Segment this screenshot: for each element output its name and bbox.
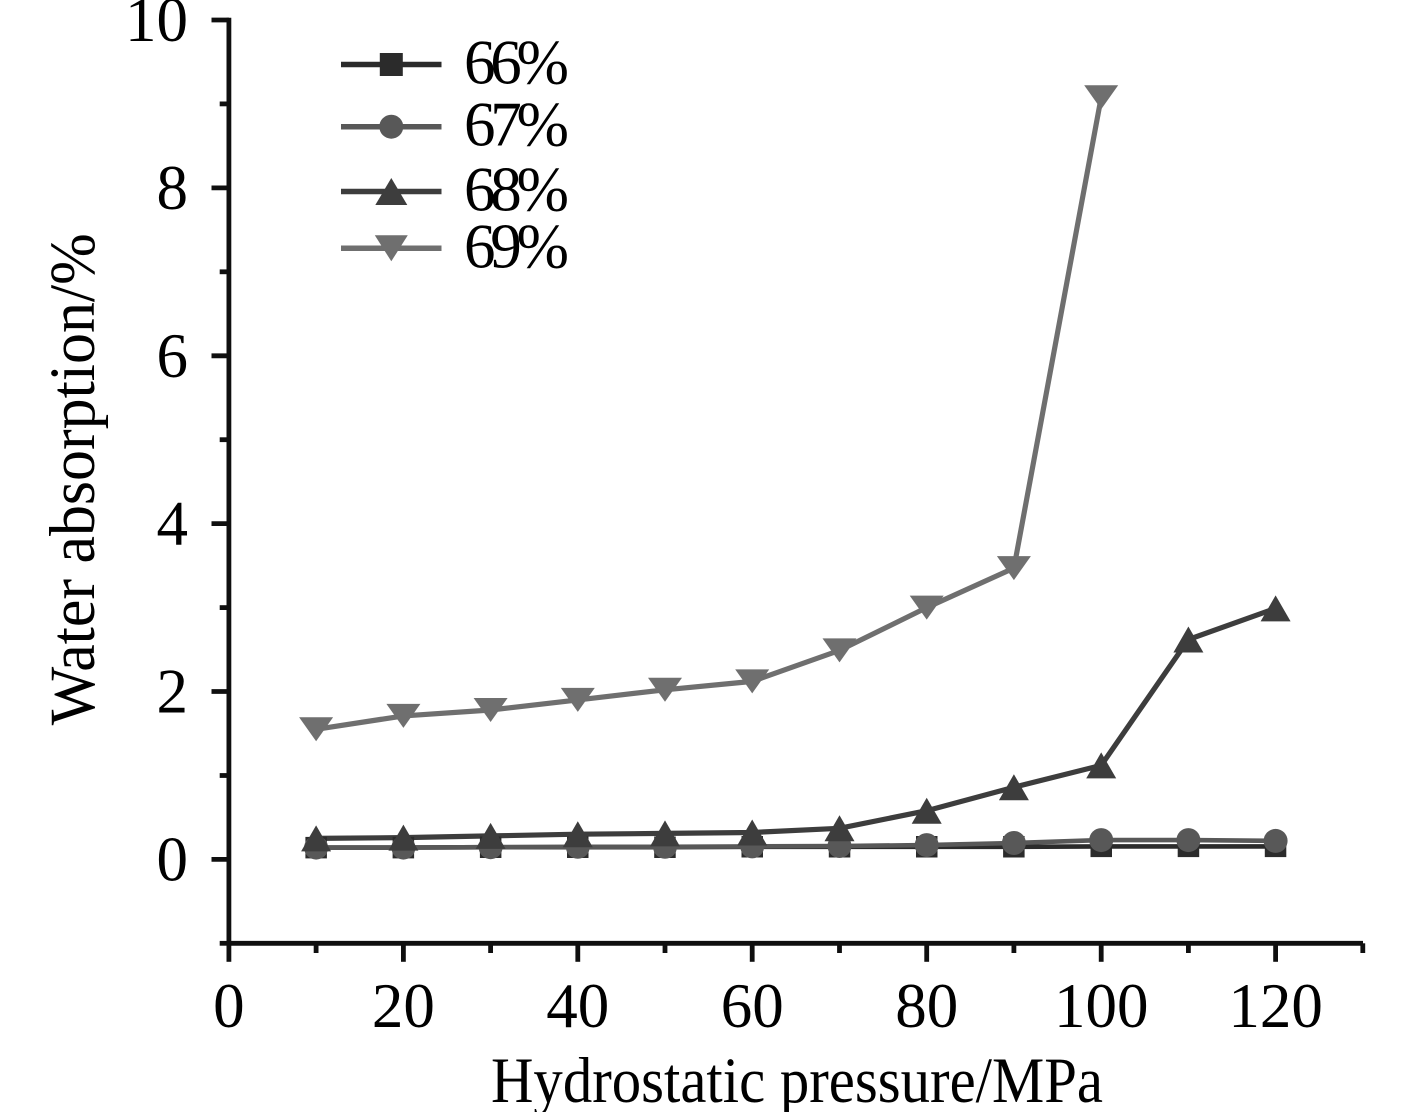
svg-text:Hydrostatic pressure/MPa: Hydrostatic pressure/MPa (491, 1045, 1103, 1112)
svg-text:66%: 66% (464, 28, 569, 98)
svg-text:8: 8 (157, 153, 189, 223)
svg-text:40: 40 (546, 971, 609, 1041)
svg-text:10: 10 (125, 0, 188, 55)
svg-text:68%: 68% (464, 155, 569, 225)
svg-text:60: 60 (721, 971, 784, 1041)
svg-text:100: 100 (1054, 971, 1149, 1041)
svg-text:0: 0 (213, 971, 245, 1041)
svg-text:2: 2 (157, 657, 189, 727)
svg-text:4: 4 (157, 489, 189, 559)
svg-text:69%: 69% (464, 211, 569, 281)
svg-text:Water absorption/%: Water absorption/% (37, 233, 109, 725)
svg-text:20: 20 (372, 971, 435, 1041)
svg-text:80: 80 (895, 971, 958, 1041)
svg-text:120: 120 (1228, 971, 1323, 1041)
svg-text:6: 6 (157, 321, 189, 391)
svg-text:0: 0 (157, 824, 189, 894)
svg-text:67%: 67% (464, 90, 569, 160)
